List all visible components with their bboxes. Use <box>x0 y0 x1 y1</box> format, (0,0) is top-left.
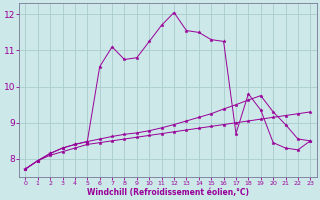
X-axis label: Windchill (Refroidissement éolien,°C): Windchill (Refroidissement éolien,°C) <box>87 188 249 197</box>
